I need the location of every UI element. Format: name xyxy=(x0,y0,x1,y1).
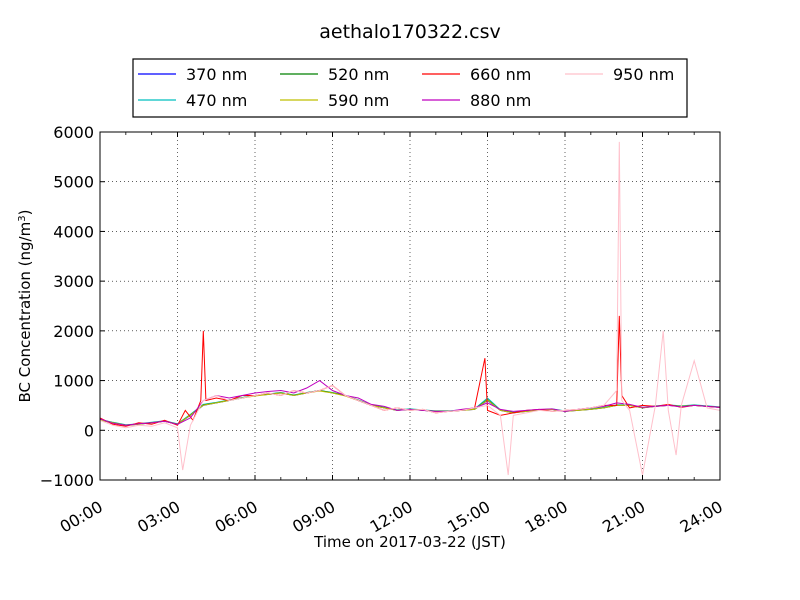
legend-entry: 660 nm xyxy=(422,65,531,84)
x-axis-label: Time on 2017-03-22 (JST) xyxy=(313,533,506,551)
legend-label: 660 nm xyxy=(470,65,531,84)
y-axis-label-tail: ) xyxy=(16,210,34,216)
legend-entry: 370 nm xyxy=(138,65,247,84)
legend-label: 880 nm xyxy=(470,91,531,110)
chart-title: aethalo170322.csv xyxy=(319,21,501,43)
legend-label: 470 nm xyxy=(186,91,247,110)
legend-entry: 950 nm xyxy=(565,65,674,84)
y-axis-label-main: BC Concentration (ng/m xyxy=(16,222,34,403)
y-tick-label: 5000 xyxy=(53,173,94,192)
plot-series-group xyxy=(100,141,720,476)
y-tick-label: −1000 xyxy=(40,471,94,490)
series-lines xyxy=(100,141,720,476)
y-axis-label: BC Concentration (ng/m3) xyxy=(16,210,34,403)
legend-entry: 470 nm xyxy=(138,91,247,110)
legend-entry: 590 nm xyxy=(280,91,389,110)
y-tick-label: 0 xyxy=(84,421,94,440)
legend: 370 nm 470 nm 520 nm 590 nm 660 nm 880 nm 950 … xyxy=(132,58,688,118)
legend-entry: 520 nm xyxy=(280,65,389,84)
axis-ticks xyxy=(99,131,721,481)
legend-entry: 880 nm xyxy=(422,91,531,110)
legend-box xyxy=(132,58,688,118)
y-tick-labels: −1000 0 1000 2000 3000 4000 5000 6000 xyxy=(40,123,94,490)
legend-label: 520 nm xyxy=(328,65,389,84)
y-tick-label: 2000 xyxy=(53,322,94,341)
y-axis-label-superscript: 3 xyxy=(17,215,28,221)
y-tick-label: 1000 xyxy=(53,372,94,391)
y-tick-label: 3000 xyxy=(53,272,94,291)
series-line-950-nm xyxy=(100,141,720,476)
legend-label: 590 nm xyxy=(328,91,389,110)
legend-label: 950 nm xyxy=(613,65,674,84)
legend-label: 370 nm xyxy=(186,65,247,84)
y-tick-label: 6000 xyxy=(53,123,94,142)
y-tick-label: 4000 xyxy=(53,222,94,241)
